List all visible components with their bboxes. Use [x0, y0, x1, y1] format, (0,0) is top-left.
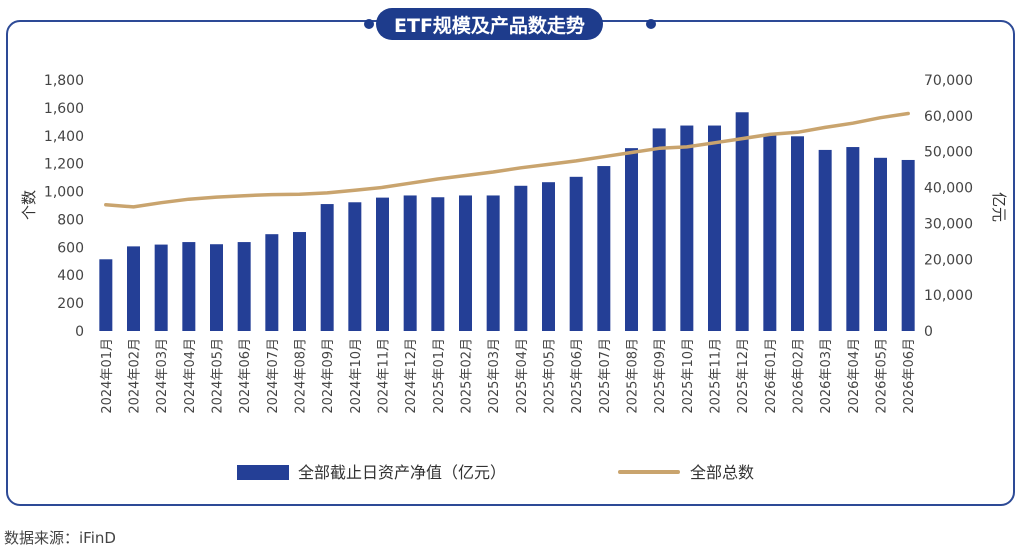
x-tick-label: 2024年01月: [100, 338, 115, 414]
left-tick-label: 0: [75, 324, 84, 340]
x-tick-label: 2025年08月: [626, 338, 641, 414]
bar: [320, 204, 334, 331]
left-tick-label: 1,600: [44, 101, 84, 117]
bar: [735, 112, 749, 332]
bar: [154, 244, 168, 331]
bar: [293, 232, 306, 331]
left-tick-label: 200: [57, 296, 84, 312]
left-tick-label: 800: [57, 212, 84, 228]
axes: 0 200 400 600 800 1,000 1,200 1,400 1,600 1,800 0 1…: [20, 73, 1008, 414]
x-tick-label: 2025年09月: [653, 338, 668, 414]
legend-bar-label: 全部截止日资产净值（亿元）: [298, 463, 506, 482]
x-tick-label: 2026年04月: [847, 338, 862, 414]
bar: [348, 202, 362, 331]
x-tick-label: 2026年06月: [902, 338, 917, 414]
left-tick-label: 600: [57, 240, 84, 256]
data-source: 数据来源：iFinD: [4, 529, 116, 547]
x-tick-label: 2024年07月: [266, 338, 281, 414]
left-tick-label: 400: [57, 268, 84, 284]
right-axis-label: 亿元: [990, 192, 1008, 222]
legend-line-label: 全部总数: [690, 463, 754, 482]
x-tick-label: 2025年04月: [515, 338, 530, 414]
bar: [486, 195, 500, 331]
line-total-count: [104, 111, 910, 209]
x-tick-label: 2025年10月: [681, 338, 696, 414]
bar: [542, 182, 555, 331]
x-tick-label: 2025年05月: [543, 338, 558, 414]
bar: [403, 195, 417, 331]
bar: [818, 149, 832, 331]
x-tick-label: 2024年09月: [321, 338, 336, 414]
x-tick-label: 2025年03月: [487, 338, 502, 414]
bar: [99, 259, 113, 331]
x-tick-label: 2026年01月: [764, 338, 779, 414]
bar-series: [99, 112, 915, 332]
bar: [901, 159, 915, 331]
x-tick-label: 2024年08月: [294, 338, 309, 414]
x-tick-label: 2025年07月: [598, 338, 613, 414]
x-tick-label: 2024年12月: [404, 338, 419, 414]
bar: [597, 166, 611, 331]
bar: [680, 125, 694, 331]
legend: 全部截止日资产净值（亿元） 全部总数: [237, 463, 754, 482]
bar: [708, 125, 721, 331]
x-tick-label: 2024年02月: [128, 338, 143, 414]
bar: [265, 234, 279, 331]
left-tick-label: 1,000: [44, 185, 84, 201]
x-tick-label: 2024年05月: [211, 338, 226, 414]
x-tick-label: 2026年02月: [792, 338, 807, 414]
bar: [763, 133, 777, 331]
left-tick-label: 1,400: [44, 129, 84, 145]
left-tick-label: 1,800: [44, 73, 84, 89]
x-tick-label: 2024年06月: [238, 338, 253, 414]
bar: [874, 157, 887, 331]
x-tick-label: 2025年12月: [736, 338, 751, 414]
x-tick-label: 2026年03月: [819, 338, 834, 414]
x-tick-label: 2024年03月: [155, 338, 170, 414]
bar: [376, 197, 389, 331]
right-tick-label: 20,000: [924, 252, 973, 268]
x-tick-label: 2025年01月: [432, 338, 447, 414]
bar: [210, 244, 223, 331]
bar: [791, 136, 804, 331]
right-tick-label: 0: [924, 324, 933, 340]
x-tick-label: 2025年02月: [460, 338, 475, 414]
bar: [652, 128, 666, 331]
bar: [237, 242, 251, 331]
right-tick-label: 30,000: [924, 216, 973, 232]
bar: [569, 176, 583, 331]
x-tick-label: 2024年11月: [377, 338, 392, 414]
bar: [625, 148, 638, 331]
x-tick-label: 2025年06月: [570, 338, 585, 414]
right-tick-label: 60,000: [924, 109, 973, 125]
left-tick-label: 1,200: [44, 157, 84, 173]
right-tick-label: 50,000: [924, 145, 973, 161]
right-tick-label: 70,000: [924, 73, 973, 89]
x-tick-label: 2024年04月: [183, 338, 198, 414]
bar: [514, 185, 528, 331]
bar: [182, 242, 196, 331]
title-left-dot: [364, 19, 374, 29]
right-tick-label: 10,000: [924, 288, 973, 304]
x-tick-label: 2025年11月: [709, 338, 724, 414]
bar: [431, 197, 445, 331]
chart-title: ETF规模及产品数走势: [376, 8, 603, 40]
bar: [127, 246, 140, 331]
x-tick-label: 2026年05月: [875, 338, 890, 414]
left-axis-label: 个数: [20, 190, 38, 220]
line-series: [104, 111, 910, 209]
bar: [846, 147, 860, 331]
bar: [459, 195, 472, 331]
legend-bar-swatch: [237, 465, 289, 480]
title-right-dot: [646, 19, 656, 29]
x-tick-label: 2024年10月: [349, 338, 364, 414]
right-tick-label: 40,000: [924, 181, 973, 197]
